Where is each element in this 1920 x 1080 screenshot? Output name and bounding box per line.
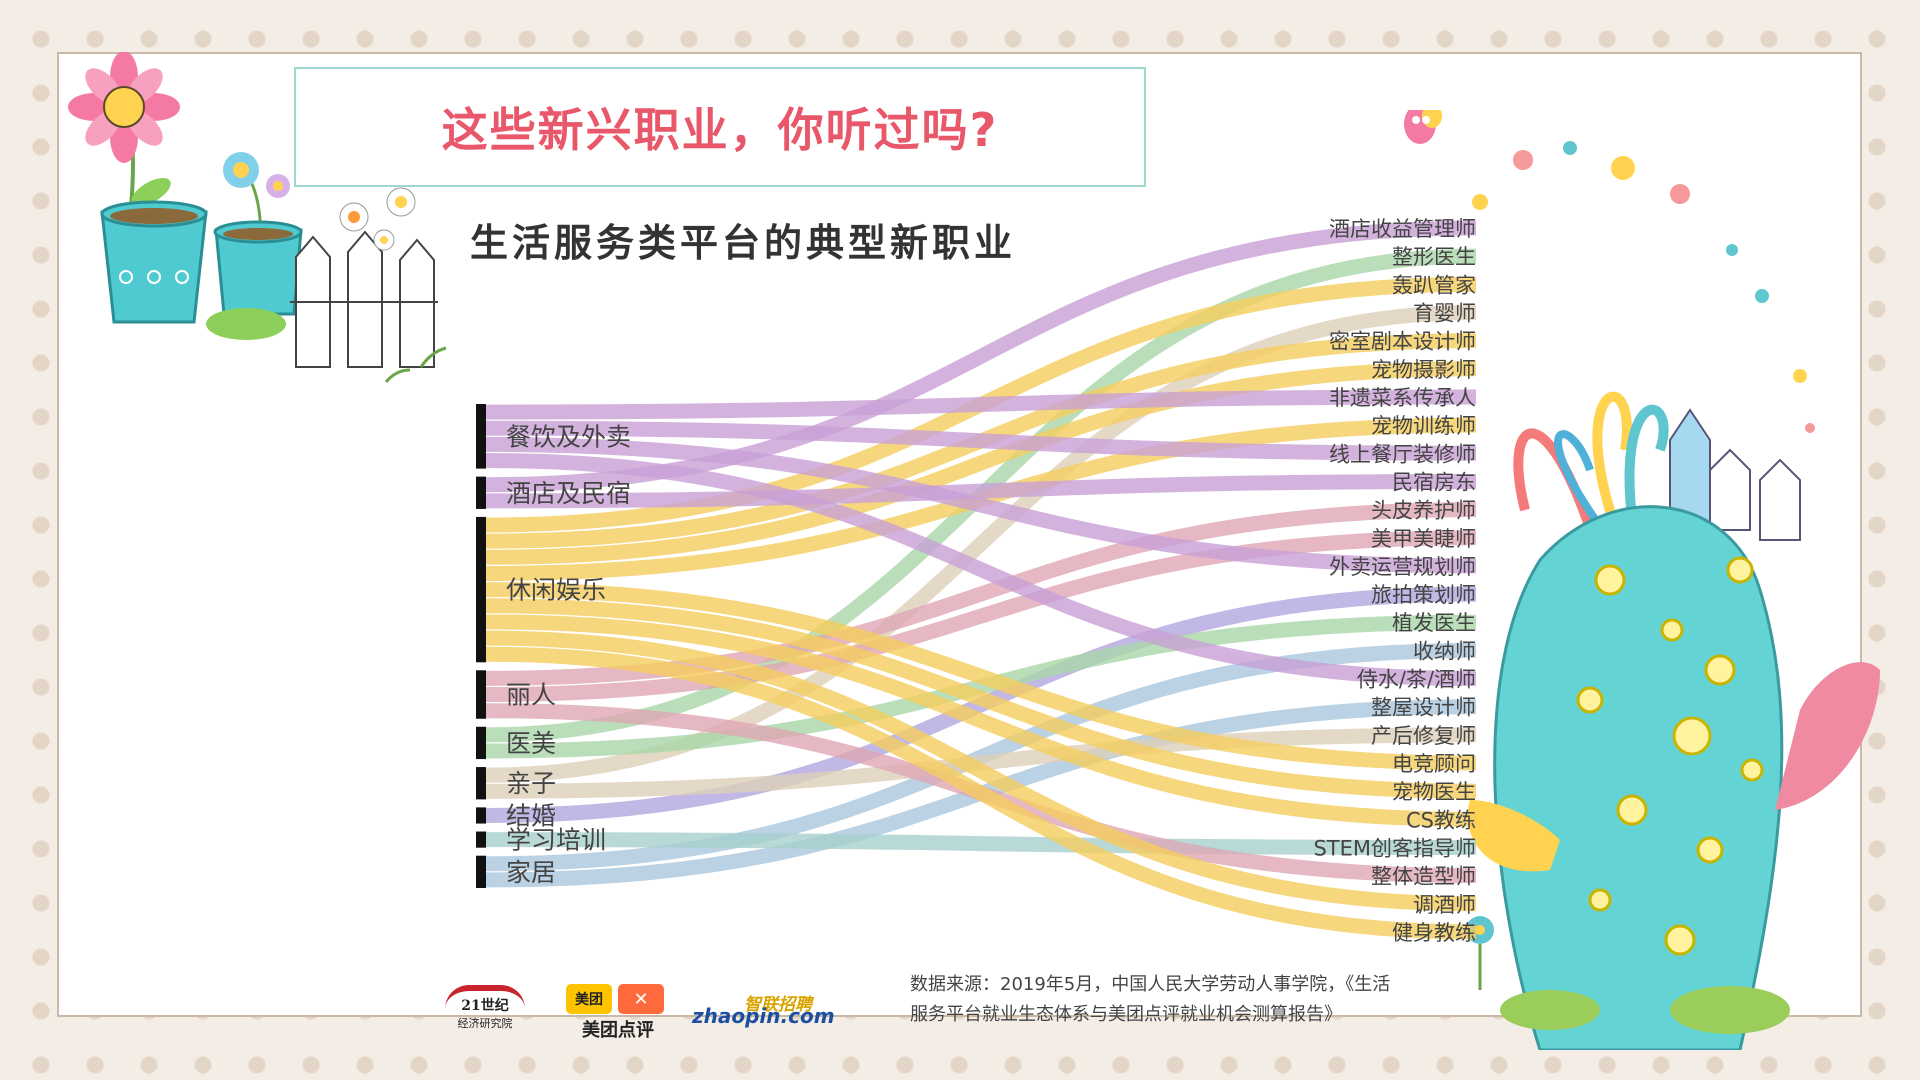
target-label-2: 轰趴管家 — [1392, 273, 1476, 297]
source-label-3: 丽人 — [506, 681, 556, 710]
links-layer — [485, 220, 1477, 940]
link-25 — [485, 646, 1477, 940]
link-5 — [485, 361, 1477, 565]
source-node-3 — [476, 670, 486, 719]
target-label-5: 宠物摄影师 — [1371, 358, 1476, 382]
target-label-10: 头皮养护师 — [1371, 499, 1476, 523]
zhaopin-cn: 智联招聘 — [744, 995, 812, 1015]
zhaopin-en: zhaopin.com — [692, 1004, 835, 1028]
link-14 — [485, 614, 1477, 759]
link-21 — [485, 614, 1477, 827]
logo-zhaopin: 智联招聘 zhaopin.com — [692, 990, 835, 1030]
target-label-11: 美甲美睫师 — [1371, 527, 1476, 551]
target-label-6: 非遗菜系传承人 — [1329, 386, 1476, 410]
dianping-icon: ✕ — [618, 984, 664, 1014]
target-label-23: 整体造型师 — [1371, 865, 1476, 889]
target-label-7: 宠物训练师 — [1371, 414, 1476, 438]
source-label-8: 家居 — [506, 858, 556, 887]
target-label-14: 植发医生 — [1392, 611, 1476, 635]
target-label-18: 产后修复师 — [1371, 724, 1476, 748]
target-label-9: 民宿房东 — [1392, 470, 1476, 494]
source-node-8 — [476, 855, 486, 888]
target-label-4: 密室剧本设计师 — [1329, 330, 1476, 354]
target-label-8: 线上餐厅装修师 — [1329, 442, 1476, 466]
link-11 — [485, 530, 1477, 703]
link-8 — [485, 420, 1477, 461]
link-22 — [485, 832, 1477, 856]
link-24 — [485, 630, 1477, 912]
source-node-5 — [476, 767, 486, 800]
link-16 — [485, 453, 1477, 687]
source-label-4: 医美 — [506, 729, 556, 758]
link-6 — [485, 389, 1477, 420]
chart-subtitle: 生活服务类平台的典型新职业 — [470, 221, 1017, 265]
target-label-20: 宠物医生 — [1392, 780, 1476, 804]
link-20 — [485, 598, 1477, 799]
target-label-13: 旅拍策划师 — [1371, 583, 1476, 607]
source-label-0: 餐饮及外卖 — [506, 422, 631, 451]
target-label-15: 收纳师 — [1413, 639, 1476, 663]
source-node-4 — [476, 726, 486, 760]
logo-21-line1: 21世纪 — [461, 998, 509, 1014]
source-label-6: 结婚 — [506, 801, 556, 830]
meituan-box: 美团 — [566, 984, 612, 1014]
source-label-2: 休闲娱乐 — [506, 576, 606, 605]
flower-pots-illustration — [68, 52, 447, 383]
target-label-16: 侍水/茶/酒师 — [1357, 668, 1476, 692]
logo-meituan-dianping: 美团 ✕ 美团点评 — [566, 984, 670, 1041]
logo-21cn-economy: 21世纪 经济研究院 — [440, 985, 530, 1035]
source-node-7 — [476, 831, 486, 848]
source-node-1 — [476, 476, 486, 509]
meituan-caption: 美团点评 — [582, 1020, 654, 1041]
source-label-5: 亲子 — [506, 769, 556, 798]
link-12 — [485, 436, 1477, 574]
cactus-illustration — [1404, 110, 1880, 1050]
target-label-12: 外卖运营规划师 — [1329, 555, 1476, 579]
target-label-21: CS教练 — [1406, 808, 1476, 832]
source-note: 数据来源：2019年5月，中国人民大学劳动人事学院，《生活服务平台就业生态体系与… — [910, 974, 1391, 1025]
target-label-25: 健身教练 — [1392, 921, 1476, 945]
target-label-3: 育婴师 — [1413, 301, 1476, 325]
page-title: 这些新兴职业，你听过吗? — [441, 103, 999, 157]
target-nodes: 酒店收益管理师整形医生轰趴管家育婴师密室剧本设计师宠物摄影师非遗菜系传承人宠物训… — [1313, 217, 1476, 945]
link-19 — [485, 582, 1477, 771]
target-label-17: 整屋设计师 — [1371, 696, 1476, 720]
title-box: 这些新兴职业，你听过吗? — [294, 67, 1146, 187]
target-label-1: 整形医生 — [1392, 245, 1476, 269]
target-label-0: 酒店收益管理师 — [1329, 217, 1476, 241]
target-label-24: 调酒师 — [1413, 893, 1476, 917]
target-label-19: 电竞顾问 — [1392, 752, 1476, 776]
source-node-0 — [476, 404, 486, 469]
source-node-2 — [476, 516, 486, 663]
link-9 — [485, 473, 1477, 509]
target-label-22: STEM创客指导师 — [1313, 837, 1476, 861]
source-node-6 — [476, 807, 486, 824]
source-label-7: 学习培训 — [506, 826, 606, 855]
source-label-1: 酒店及民宿 — [506, 479, 631, 508]
logo-21-line2: 经济研究院 — [457, 1017, 513, 1030]
